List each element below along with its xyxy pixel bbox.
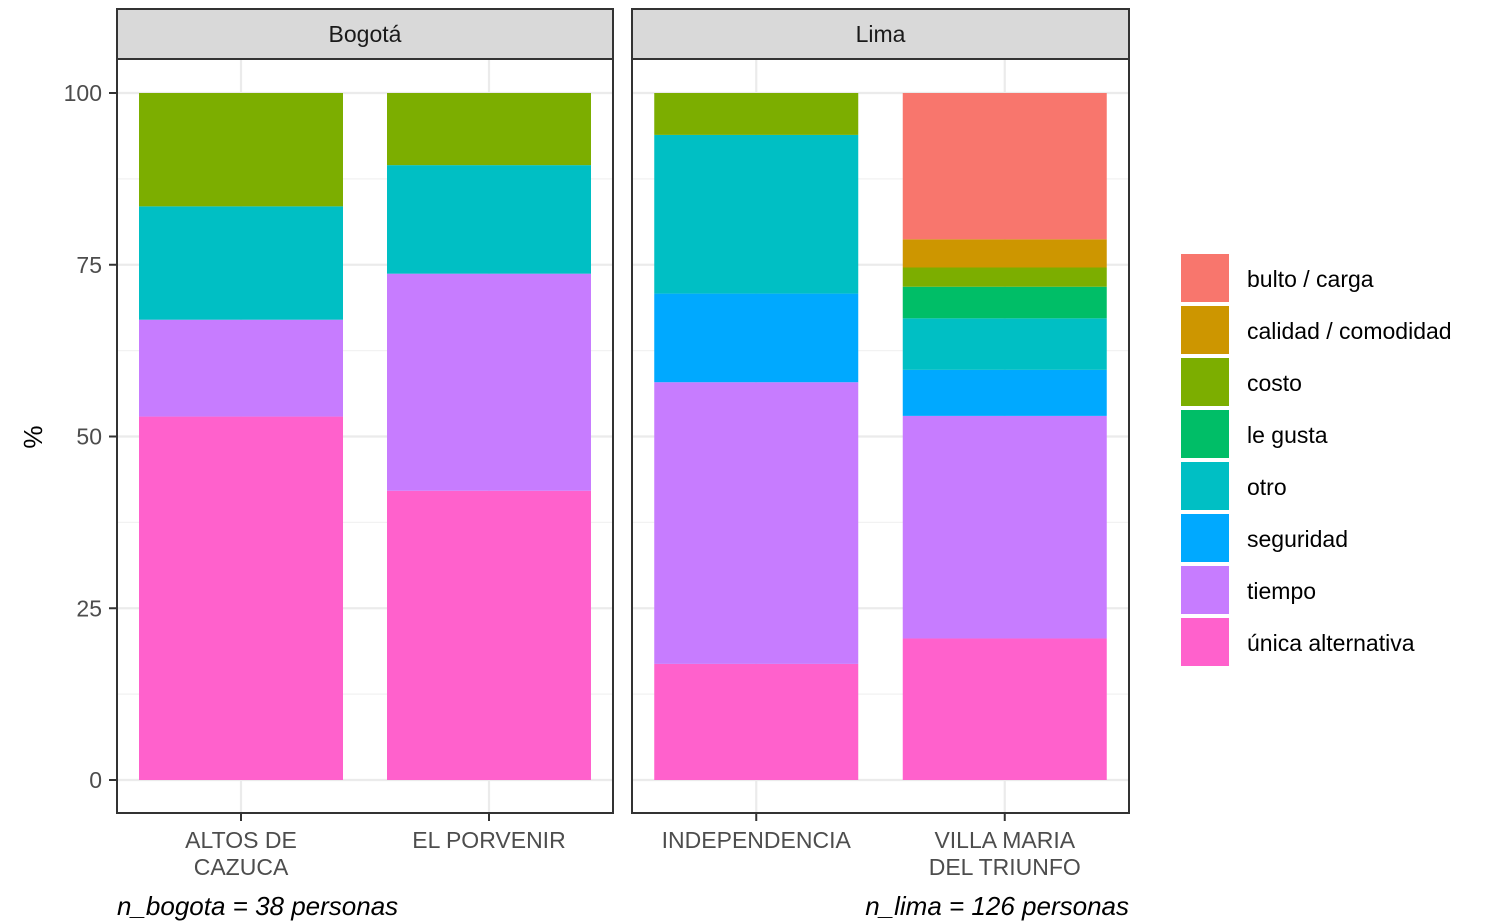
y-axis-title: %	[18, 425, 48, 448]
caption-lima: n_lima = 126 personas	[865, 891, 1129, 921]
bar-segment-calidad-comodidad	[902, 239, 1107, 268]
legend-swatch	[1181, 254, 1229, 302]
bar-segment-unica-alternativa	[387, 490, 591, 780]
legend-item-otro: otro	[1181, 462, 1287, 510]
facet-strip	[116, 8, 614, 60]
x-tick-label-line: DEL TRIUNFO	[929, 854, 1081, 880]
bar-independencia	[654, 93, 859, 780]
legend-label: otro	[1247, 474, 1287, 500]
bar-segment-le-gusta	[902, 286, 1107, 319]
x-tick-label-line: INDEPENDENCIA	[662, 827, 852, 853]
legend: bulto / carga calidad / comodidad costo le …	[1181, 254, 1452, 666]
bar-segment-otro	[139, 206, 343, 320]
legend-label: le gusta	[1247, 422, 1328, 448]
x-tick-label-line: ALTOS DE	[185, 827, 297, 853]
y-tick-label: 100	[64, 80, 102, 106]
x-tick-label: EL PORVENIR	[412, 827, 565, 853]
legend-swatch	[1181, 462, 1229, 510]
x-tick-label-line: VILLA MARIA	[934, 827, 1075, 853]
legend-item-tiempo: tiempo	[1181, 566, 1316, 614]
legend-item-costo: costo	[1181, 358, 1302, 406]
legend-swatch	[1181, 410, 1229, 458]
bar-segment-tiempo	[654, 382, 859, 664]
y-tick-label: 25	[76, 595, 102, 621]
facet-strip-label: Lima	[856, 21, 906, 47]
bar-segment-tiempo	[387, 273, 591, 491]
y-tick-label: 50	[76, 424, 102, 450]
legend-label: calidad / comodidad	[1247, 318, 1452, 344]
legend-item-seguridad: seguridad	[1181, 514, 1348, 562]
legend-swatch	[1181, 618, 1229, 666]
legend-label: única alternativa	[1247, 630, 1415, 656]
bar-segment-costo	[387, 93, 591, 166]
bar-segment-unica-alternativa	[139, 416, 343, 780]
bar-el-porvenir	[387, 93, 591, 780]
caption-bogota: n_bogota = 38 personas	[117, 891, 398, 921]
legend-label: seguridad	[1247, 526, 1348, 552]
bar-segment-tiempo	[902, 415, 1107, 639]
legend-item-bulto-carga: bulto / carga	[1181, 254, 1374, 302]
panels-layer: ALTOS DE CAZUCA EL PORVENIR Bogotá INDEPENDE…	[116, 8, 1130, 880]
facet-strip-label: Bogotá	[329, 21, 402, 47]
bar-segment-costo	[902, 267, 1107, 287]
x-tick-label: ALTOS DE CAZUCA	[185, 827, 297, 880]
legend-item-calidad-comodidad: calidad / comodidad	[1181, 306, 1452, 354]
legend-swatch	[1181, 514, 1229, 562]
bar-segment-otro	[654, 134, 859, 294]
panel-lima: INDEPENDENCIA VILLA MARIA DEL TRIUNFO Lima	[631, 8, 1130, 880]
y-tick-label: 0	[89, 767, 102, 793]
legend-label: tiempo	[1247, 578, 1316, 604]
legend-swatch	[1181, 306, 1229, 354]
bar-segment-seguridad	[902, 369, 1107, 416]
legend-item-unica-alternativa: única alternativa	[1181, 618, 1415, 666]
bar-segment-seguridad	[654, 293, 859, 383]
bar-altos-de-cazuca	[139, 93, 343, 780]
bar-villa-maria-del-triunfo	[902, 93, 1107, 780]
x-tick-label-line: CAZUCA	[194, 854, 289, 880]
bar-segment-otro	[387, 165, 591, 274]
x-tick-label: VILLA MARIA DEL TRIUNFO	[929, 827, 1081, 880]
x-tick-label-line: EL PORVENIR	[412, 827, 565, 853]
bar-segment-bulto-carga	[902, 93, 1107, 240]
panel-bogota: ALTOS DE CAZUCA EL PORVENIR Bogotá	[116, 8, 614, 880]
bar-segment-otro	[902, 318, 1107, 370]
legend-swatch	[1181, 358, 1229, 406]
y-axis: 0 25 50 75 100	[64, 80, 117, 793]
bar-segment-unica-alternativa	[902, 638, 1107, 780]
captions: n_bogota = 38 personas n_lima = 126 perso…	[117, 891, 1129, 921]
x-tick-label: INDEPENDENCIA	[662, 827, 852, 853]
legend-label: costo	[1247, 370, 1302, 396]
y-tick-label: 75	[76, 252, 102, 278]
bar-segment-costo	[654, 93, 859, 135]
bar-segment-tiempo	[139, 319, 343, 417]
bar-segment-costo	[139, 93, 343, 207]
legend-swatch	[1181, 566, 1229, 614]
legend-label: bulto / carga	[1247, 266, 1374, 292]
facet-strip	[631, 8, 1130, 60]
legend-item-le-gusta: le gusta	[1181, 410, 1328, 458]
bar-segment-unica-alternativa	[654, 663, 859, 780]
